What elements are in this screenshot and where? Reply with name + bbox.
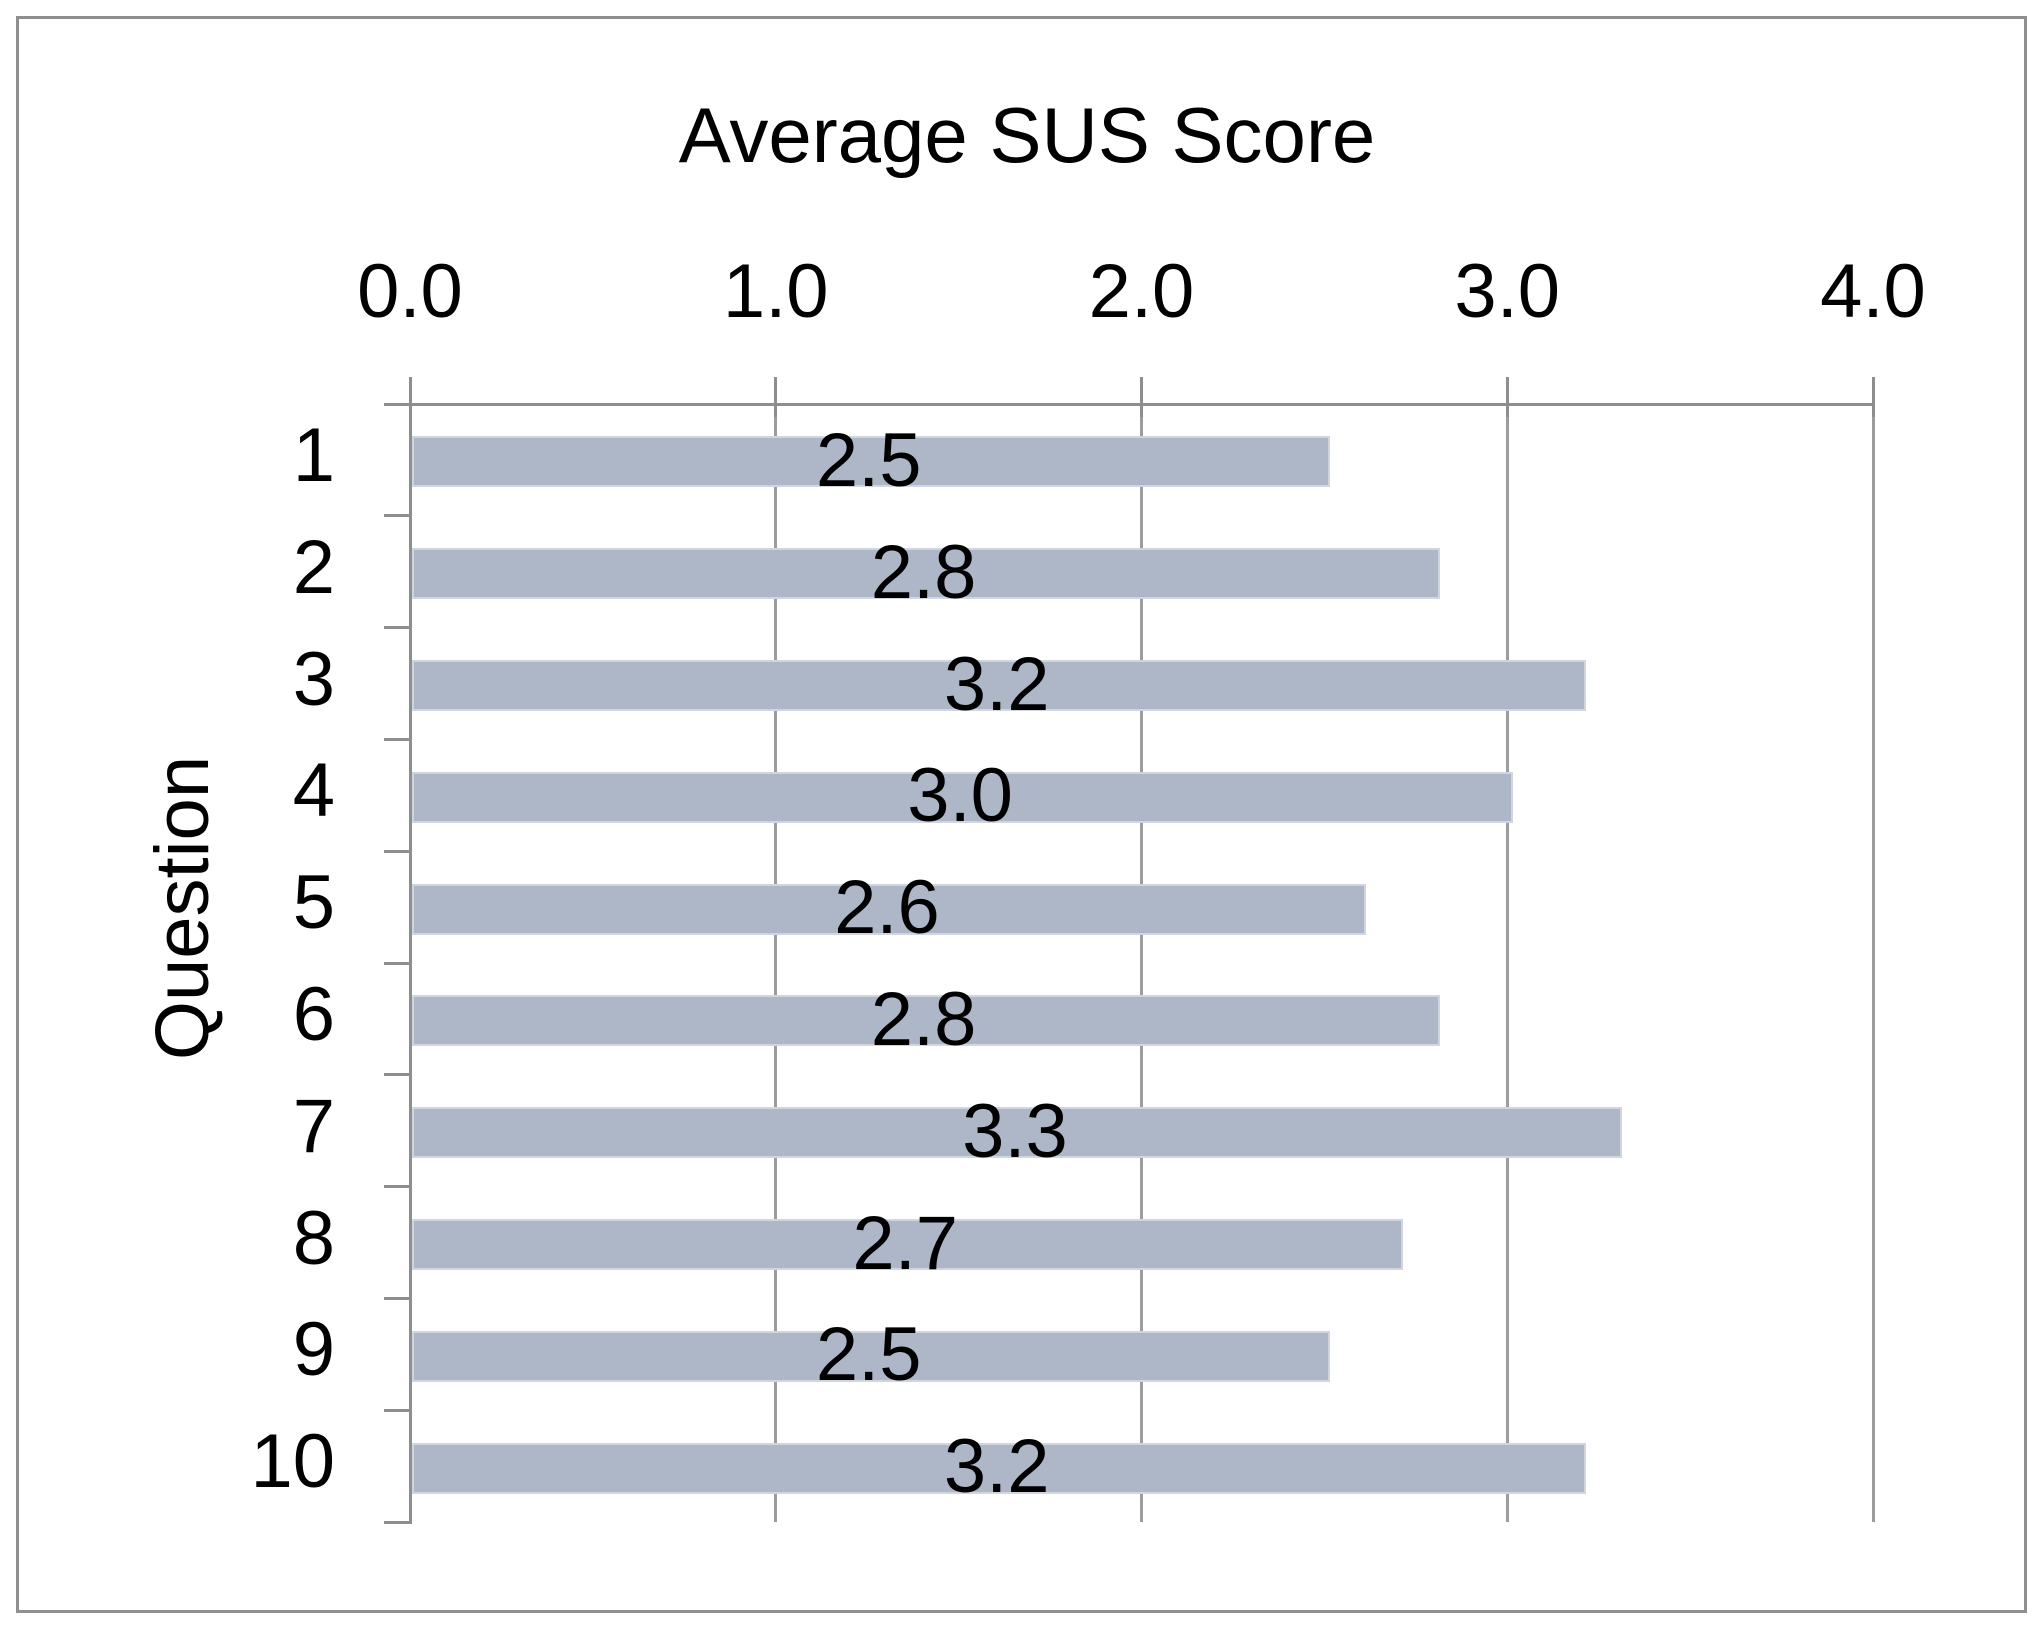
x-axis-tick-label: 3.0 bbox=[1454, 249, 1561, 334]
y-axis-tick bbox=[384, 402, 412, 406]
bar-value-label: 2.7 bbox=[852, 1200, 959, 1286]
category-label: 3 bbox=[292, 636, 335, 722]
bar-value-label: 2.5 bbox=[815, 417, 922, 503]
category-label: 10 bbox=[250, 1419, 335, 1505]
y-axis-tick bbox=[384, 849, 412, 853]
bar bbox=[411, 883, 1367, 935]
category-label: 5 bbox=[292, 860, 335, 946]
x-axis-tick bbox=[1140, 377, 1143, 417]
y-axis-tick bbox=[384, 1185, 412, 1189]
bar-value-label: 3.2 bbox=[943, 1424, 1050, 1510]
y-axis-tick bbox=[384, 1408, 412, 1412]
bar bbox=[411, 1219, 1404, 1270]
bar-value-label: 3.0 bbox=[907, 753, 1013, 839]
y-axis-tick bbox=[384, 626, 412, 630]
gridline bbox=[774, 404, 778, 1522]
y-axis-tick bbox=[384, 1296, 412, 1300]
chart-title: Average SUS Score bbox=[678, 91, 1376, 179]
category-label: 4 bbox=[292, 748, 335, 834]
bar bbox=[411, 771, 1513, 823]
bar bbox=[411, 436, 1330, 488]
bar bbox=[411, 995, 1440, 1047]
bar-value-label: 2.6 bbox=[834, 865, 940, 951]
y-axis-tick bbox=[384, 1520, 412, 1524]
y-axis-line bbox=[408, 377, 412, 1522]
category-label: 9 bbox=[292, 1307, 335, 1393]
gridline bbox=[1871, 404, 1875, 1522]
x-axis-tick bbox=[1871, 377, 1875, 417]
x-axis-tick-label: 1.0 bbox=[722, 249, 829, 334]
category-label: 7 bbox=[292, 1083, 335, 1169]
bar-value-label: 2.8 bbox=[870, 976, 977, 1062]
bar bbox=[411, 1330, 1330, 1382]
gridline bbox=[1505, 404, 1509, 1522]
x-axis-tick-label: 0.0 bbox=[357, 249, 463, 334]
x-axis-tick bbox=[774, 377, 778, 417]
y-axis-tick bbox=[384, 1073, 412, 1077]
y-axis-tick bbox=[384, 737, 412, 741]
bar bbox=[411, 660, 1586, 711]
category-label: 2 bbox=[292, 524, 335, 610]
gridline bbox=[1140, 404, 1143, 1522]
chart-border bbox=[16, 16, 2027, 1613]
category-label: 1 bbox=[292, 412, 335, 498]
category-label: 8 bbox=[292, 1195, 335, 1281]
x-axis-tick-label: 2.0 bbox=[1088, 249, 1195, 334]
bar bbox=[411, 1442, 1586, 1494]
category-label: 6 bbox=[292, 971, 335, 1057]
x-axis-tick bbox=[408, 377, 412, 417]
bar bbox=[411, 548, 1440, 600]
y-axis-tick bbox=[384, 514, 412, 518]
x-axis-tick bbox=[1505, 377, 1509, 417]
bar-value-label: 2.5 bbox=[815, 1312, 922, 1398]
bar bbox=[411, 1107, 1623, 1159]
bar-value-label: 2.8 bbox=[870, 529, 977, 615]
y-axis-tick bbox=[384, 961, 412, 965]
x-axis-tick-label: 4.0 bbox=[1820, 249, 1926, 334]
bar-value-label: 3.2 bbox=[943, 641, 1050, 727]
bar-value-label: 3.3 bbox=[962, 1088, 1068, 1174]
